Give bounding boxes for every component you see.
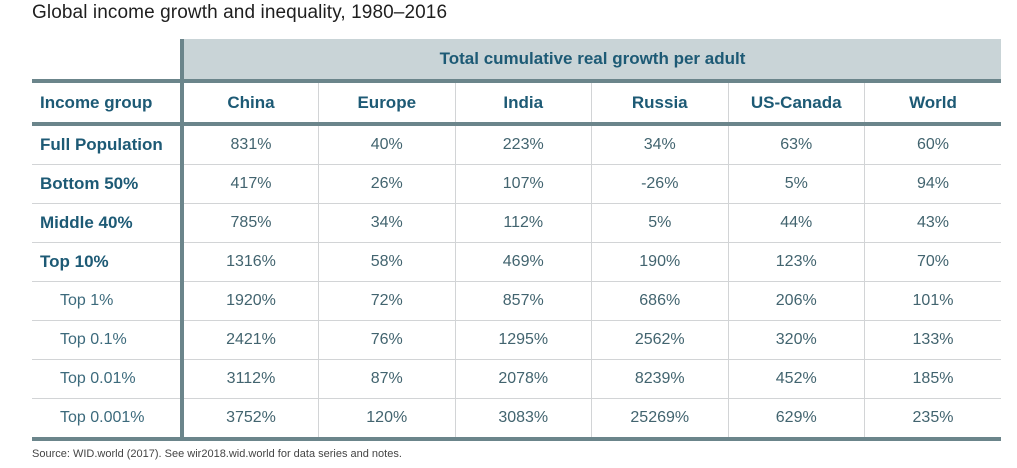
source-note: Source: WID.world (2017). See wir2018.wi…: [32, 448, 402, 460]
income-group-label: Top 0.1%: [32, 320, 184, 360]
growth-value-world: 101%: [864, 281, 1001, 321]
income-group-label: Top 1%: [32, 281, 184, 321]
column-header-us-canada: US-Canada: [727, 79, 865, 126]
growth-value-us-canada: 63%: [727, 124, 865, 165]
growth-value-us-canada: 206%: [727, 281, 865, 321]
band-header: Total cumulative real growth per adult: [180, 39, 1001, 81]
growth-value-world: 133%: [864, 320, 1001, 360]
growth-value-europe: 58%: [318, 242, 455, 282]
growth-value-russia: 5%: [591, 203, 728, 243]
growth-value-russia: -26%: [591, 164, 728, 204]
table-row: Top 0.001% 3752% 120% 3083% 25269% 629% 235%: [32, 398, 1001, 441]
growth-value-us-canada: 629%: [727, 398, 865, 441]
growth-value-china: 3112%: [182, 359, 319, 399]
growth-value-europe: 120%: [318, 398, 455, 441]
growth-value-us-canada: 123%: [727, 242, 865, 282]
growth-value-india: 3083%: [454, 398, 592, 441]
growth-value-europe: 87%: [318, 359, 455, 399]
income-growth-table: Total cumulative real growth per adult I…: [32, 39, 1001, 441]
table-body: Full Population 831% 40% 223% 34% 63% 60% Botto…: [32, 124, 1001, 441]
growth-value-europe: 34%: [318, 203, 455, 243]
growth-value-europe: 76%: [318, 320, 455, 360]
growth-value-us-canada: 320%: [727, 320, 865, 360]
table-row: Top 1% 1920% 72% 857% 686% 206% 101%: [32, 281, 1001, 321]
growth-value-india: 2078%: [454, 359, 592, 399]
growth-value-india: 857%: [454, 281, 592, 321]
growth-value-russia: 686%: [591, 281, 728, 321]
column-header-world: World: [864, 79, 1001, 126]
column-header-china: China: [182, 79, 319, 126]
growth-value-world: 43%: [864, 203, 1001, 243]
growth-value-world: 185%: [864, 359, 1001, 399]
table-title: Global income growth and inequality, 198…: [32, 2, 448, 23]
growth-value-india: 107%: [454, 164, 592, 204]
growth-value-china: 417%: [182, 164, 319, 204]
column-header-income-group: Income group: [32, 79, 184, 126]
table-row: Middle 40% 785% 34% 112% 5% 44% 43%: [32, 203, 1001, 243]
table-row: Top 10% 1316% 58% 469% 190% 123% 70%: [32, 242, 1001, 282]
table-row: Top 0.01% 3112% 87% 2078% 8239% 452% 185%: [32, 359, 1001, 399]
growth-value-china: 1920%: [182, 281, 319, 321]
growth-value-world: 235%: [864, 398, 1001, 441]
band-empty-cell: [32, 39, 182, 81]
growth-value-india: 112%: [454, 203, 592, 243]
growth-value-world: 60%: [864, 124, 1001, 165]
growth-value-china: 3752%: [182, 398, 319, 441]
income-group-label: Top 0.001%: [32, 398, 184, 441]
growth-value-us-canada: 44%: [727, 203, 865, 243]
table-row: Full Population 831% 40% 223% 34% 63% 60%: [32, 124, 1001, 165]
growth-value-china: 831%: [182, 124, 319, 165]
income-group-label: Top 0.01%: [32, 359, 184, 399]
growth-value-china: 785%: [182, 203, 319, 243]
growth-value-europe: 72%: [318, 281, 455, 321]
income-group-label: Top 10%: [32, 242, 184, 282]
growth-value-us-canada: 452%: [727, 359, 865, 399]
growth-value-china: 2421%: [182, 320, 319, 360]
column-header-row: Income group China Europe India Russia U…: [32, 79, 1001, 126]
income-group-label: Full Population: [32, 124, 184, 165]
table-row: Bottom 50% 417% 26% 107% -26% 5% 94%: [32, 164, 1001, 204]
growth-value-europe: 40%: [318, 124, 455, 165]
growth-value-india: 223%: [454, 124, 592, 165]
growth-value-russia: 2562%: [591, 320, 728, 360]
band-header-row: Total cumulative real growth per adult: [32, 39, 1001, 81]
growth-value-china: 1316%: [182, 242, 319, 282]
growth-value-russia: 25269%: [591, 398, 728, 441]
table-row: Top 0.1% 2421% 76% 1295% 2562% 320% 133%: [32, 320, 1001, 360]
growth-value-europe: 26%: [318, 164, 455, 204]
growth-value-us-canada: 5%: [727, 164, 865, 204]
growth-value-russia: 8239%: [591, 359, 728, 399]
column-header-india: India: [454, 79, 592, 126]
growth-value-india: 1295%: [454, 320, 592, 360]
growth-value-russia: 190%: [591, 242, 728, 282]
growth-value-world: 70%: [864, 242, 1001, 282]
column-header-russia: Russia: [591, 79, 728, 126]
growth-value-world: 94%: [864, 164, 1001, 204]
column-header-europe: Europe: [318, 79, 455, 126]
growth-value-russia: 34%: [591, 124, 728, 165]
growth-value-india: 469%: [454, 242, 592, 282]
income-group-label: Middle 40%: [32, 203, 184, 243]
income-group-label: Bottom 50%: [32, 164, 184, 204]
